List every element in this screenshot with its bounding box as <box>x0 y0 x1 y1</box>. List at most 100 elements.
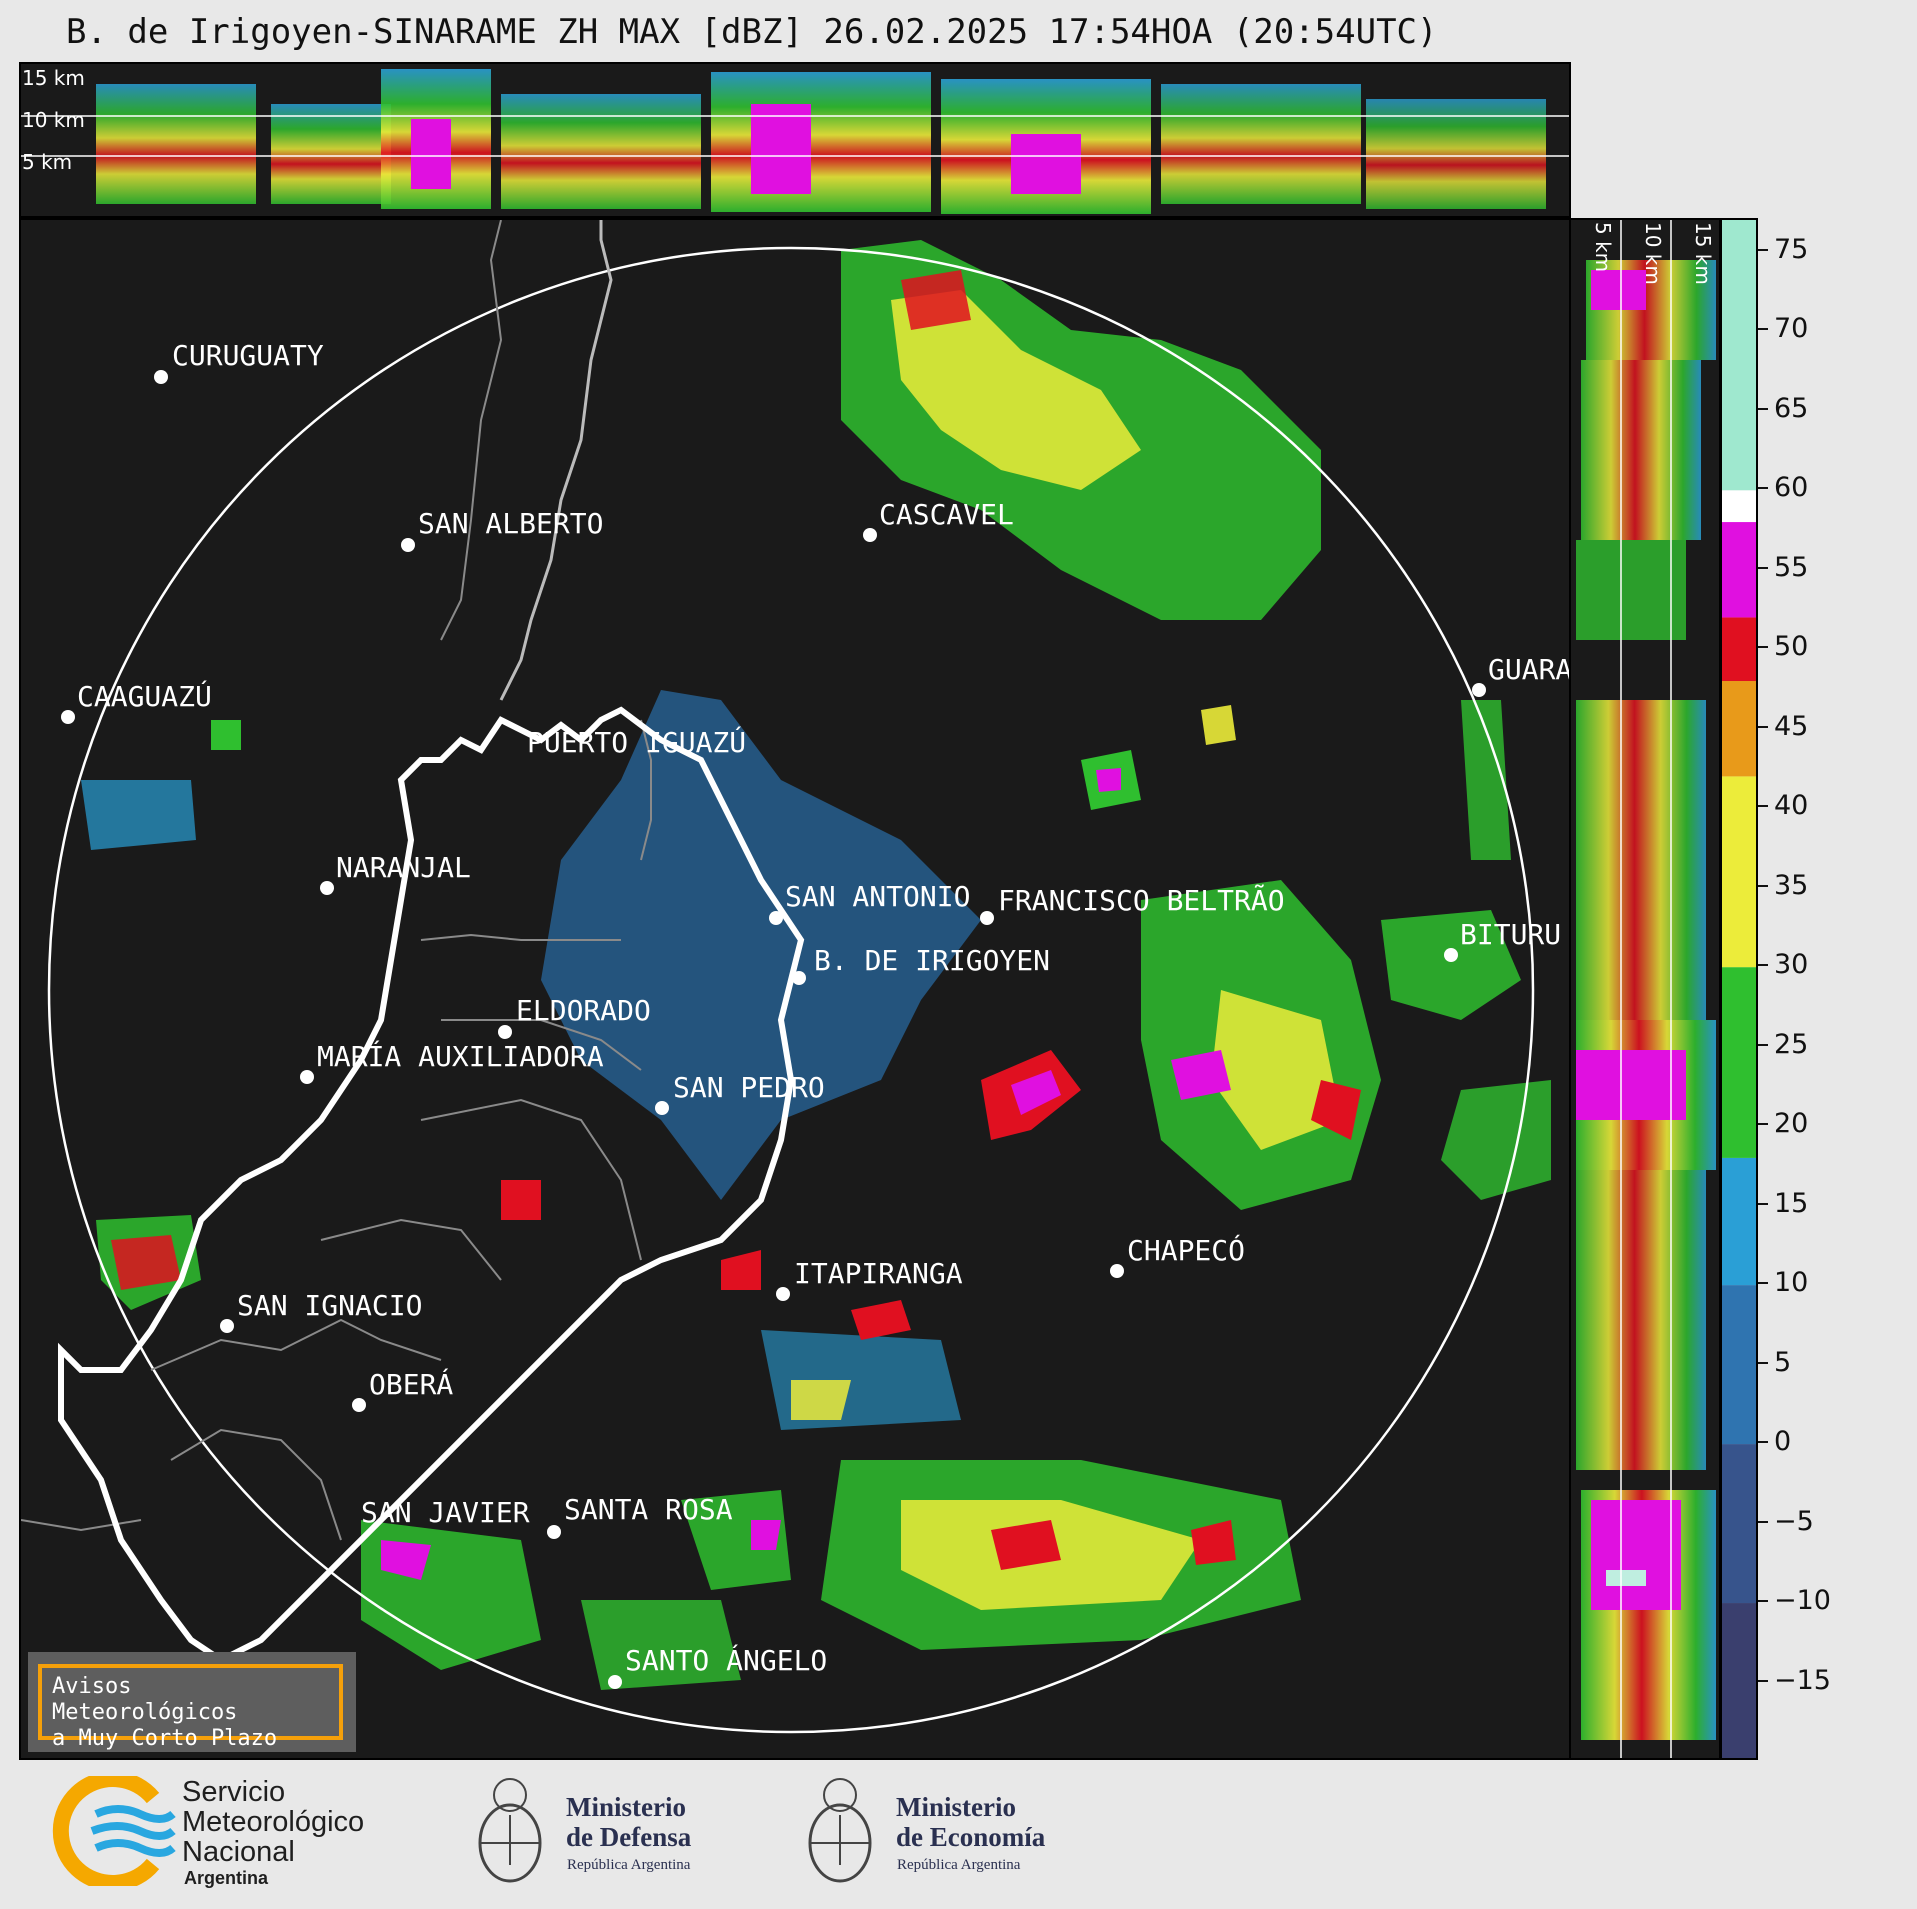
colorbar-segment <box>1722 1603 1756 1758</box>
colorbar-label: 60 <box>1774 472 1809 504</box>
label-san-antonio: SAN ANTONIO <box>785 880 970 913</box>
marker-obera <box>352 1398 366 1412</box>
coat-of-arms-icon <box>478 1778 542 1883</box>
marker-naranjal <box>320 881 334 895</box>
colorbar-label: 20 <box>1774 1108 1809 1140</box>
colorbar-label: 5 <box>1774 1346 1792 1378</box>
colorbar-tick <box>1758 646 1768 649</box>
smn-line1: Servicio <box>182 1776 286 1808</box>
paraguay-border <box>499 220 613 701</box>
marker-curuguaty <box>154 370 168 384</box>
colorbar-label: 75 <box>1774 233 1809 265</box>
colorbar-tick <box>1758 1679 1768 1682</box>
defensa-sub: República Argentina <box>567 1857 691 1873</box>
colorbar-label: 30 <box>1774 949 1809 981</box>
smn-logo-icon <box>52 1776 176 1886</box>
label-san-pedro: SAN PEDRO <box>673 1071 825 1104</box>
label-santo-angelo: SANTO ÁNGELO <box>625 1643 827 1677</box>
colorbar-segment <box>1722 522 1756 618</box>
radar-echoes <box>81 240 1551 1690</box>
marker-san-pedro <box>655 1101 669 1115</box>
colorbar-label: 15 <box>1774 1187 1809 1219</box>
label-san-javier: SAN JAVIER <box>361 1496 530 1529</box>
label-caaguazu: CAAGUAZÚ <box>77 679 212 713</box>
colorbar-tick <box>1758 1520 1768 1523</box>
colorbar-tick <box>1758 1043 1768 1046</box>
colorbar-tick <box>1758 1202 1768 1205</box>
side-cross-section: 5 km 10 km 15 km <box>1569 218 1721 1760</box>
aviso-box[interactable]: Avisos Meteorológicos a Muy Corto Plazo <box>38 1664 343 1751</box>
colorbar-label: 35 <box>1774 869 1809 901</box>
label-eldorado: ELDORADO <box>516 994 651 1027</box>
smn-line3: Nacional <box>182 1836 295 1868</box>
colorbar-segment <box>1722 776 1756 968</box>
label-santa-rosa: SANTA ROSA <box>564 1493 733 1526</box>
colorbar-label: 25 <box>1774 1028 1809 1060</box>
colorbar-tick <box>1758 805 1768 808</box>
marker-bituru <box>1444 948 1458 962</box>
smn-line2: Meteorológico <box>182 1806 365 1838</box>
colorbar-tick <box>1758 725 1768 728</box>
colorbar-tick <box>1758 566 1768 569</box>
label-cascavel: CASCAVEL <box>879 498 1014 531</box>
colorbar-label: 10 <box>1774 1267 1809 1299</box>
colorbar-tick <box>1758 884 1768 887</box>
colorbar-segment <box>1722 220 1756 491</box>
economia-line2: de Economía <box>896 1822 1046 1852</box>
colorbar-segment <box>1722 1157 1756 1286</box>
side-alt-10km: 10 km <box>1641 222 1665 285</box>
aviso-line2: a Muy Corto Plazo <box>52 1726 278 1751</box>
label-guara: GUARA <box>1488 653 1571 686</box>
colorbar-tick <box>1758 407 1768 410</box>
colorbar-segment <box>1722 681 1756 777</box>
label-san-alberto: SAN ALBERTO <box>418 507 603 540</box>
marker-santa-rosa <box>547 1525 561 1539</box>
marker-maria-auxiliadora <box>300 1070 314 1084</box>
department-borders <box>21 220 652 1541</box>
colorbar-tick <box>1758 1441 1768 1444</box>
colorbar-label: 45 <box>1774 710 1809 742</box>
colorbar-label: 55 <box>1774 551 1809 583</box>
marker-santo-angelo <box>608 1675 622 1689</box>
city-markers <box>61 370 1486 1689</box>
range-ring <box>47 246 1535 1734</box>
country-border <box>58 706 805 1664</box>
marker-francisco-beltrao <box>980 911 994 925</box>
colorbar-label: 65 <box>1774 392 1809 424</box>
defensa-line1: Ministerio <box>566 1792 686 1822</box>
marker-chapeco <box>1110 1264 1124 1278</box>
smn-line4: Argentina <box>184 1868 269 1888</box>
colorbar-label: −5 <box>1774 1505 1814 1537</box>
top-alt-10km: 10 km <box>22 108 85 132</box>
colorbar-label: 40 <box>1774 790 1809 822</box>
label-chapeco: CHAPECÓ <box>1127 1233 1245 1267</box>
colorbar-segment <box>1722 967 1756 1158</box>
marker-san-antonio <box>769 911 783 925</box>
marker-caaguazu <box>61 710 75 724</box>
colorbar-label: −15 <box>1774 1664 1831 1696</box>
colorbar-label: 0 <box>1774 1426 1792 1458</box>
colorbar-tick <box>1758 487 1768 490</box>
coat-of-arms-icon <box>808 1778 872 1883</box>
label-itapiranga: ITAPIRANGA <box>794 1257 963 1290</box>
marker-itapiranga <box>776 1287 790 1301</box>
city-labels: CURUGUATY SAN ALBERTO CASCAVEL CAAGUAZÚ … <box>77 339 1571 1677</box>
side-echo-bands <box>1576 260 1716 1740</box>
colorbar-tick <box>1758 1600 1768 1603</box>
top-alt-15km: 15 km <box>22 66 85 90</box>
colorbar-label: 50 <box>1774 631 1809 663</box>
colorbar-segment <box>1722 1444 1756 1604</box>
marker-eldorado <box>498 1025 512 1039</box>
top-alt-5km: 5 km <box>22 150 73 174</box>
economia-line1: Ministerio <box>896 1792 1016 1822</box>
colorbar-segment <box>1722 1285 1756 1445</box>
colorbar-tick <box>1758 964 1768 967</box>
label-maria-auxiliadora: MARÍA AUXILIADORA <box>317 1039 604 1073</box>
economia-sub: República Argentina <box>897 1857 1021 1873</box>
colorbar-tick <box>1758 1361 1768 1364</box>
colorbar-tick <box>1758 248 1768 251</box>
colorbar-segment <box>1722 617 1756 682</box>
side-alt-5km: 5 km <box>1591 222 1615 273</box>
colorbar-tick <box>1758 328 1768 331</box>
label-bituru: BITURU <box>1460 918 1561 951</box>
